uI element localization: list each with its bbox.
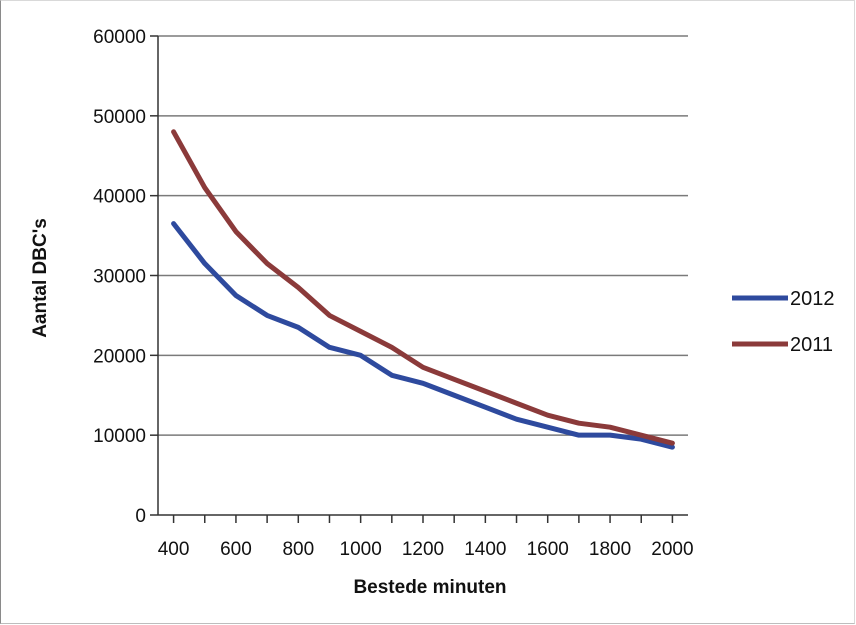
- y-tick-label: 0: [135, 506, 146, 527]
- data-point-2012: [203, 262, 207, 266]
- data-point-2011: [546, 413, 550, 417]
- data-point-2011: [515, 401, 519, 405]
- x-tick-label: 1400: [464, 539, 506, 560]
- legend-label-2011: 2011: [790, 334, 833, 356]
- data-point-2011: [452, 377, 456, 381]
- data-point-2012: [515, 417, 519, 421]
- data-point-2012: [670, 445, 674, 449]
- series-line-2012: [171, 221, 675, 450]
- y-tick-label: 50000: [93, 107, 146, 128]
- y-tick-label: 60000: [93, 27, 146, 48]
- y-tick-label: 40000: [93, 187, 146, 208]
- data-point-2011: [327, 313, 331, 317]
- data-point-2011: [390, 345, 394, 349]
- x-tick-label: 1600: [527, 539, 569, 560]
- y-tick-labels: 0 10000 20000 30000 40000 50000 60000: [93, 27, 146, 527]
- series-line-2011: [171, 129, 675, 446]
- x-tick-label: 1000: [340, 539, 382, 560]
- y-tick-label: 30000: [93, 267, 146, 288]
- data-point-2012: [265, 313, 269, 317]
- data-point-2012: [234, 293, 238, 297]
- x-tick-label: 2000: [651, 539, 693, 560]
- data-point-2011: [639, 433, 643, 437]
- data-point-2011: [577, 421, 581, 425]
- y-tick-label: 10000: [93, 426, 146, 447]
- data-point-2011: [296, 285, 300, 289]
- data-point-2012: [483, 405, 487, 409]
- data-point-2012: [172, 222, 176, 226]
- data-point-2011: [483, 389, 487, 393]
- data-point-2012: [390, 373, 394, 377]
- x-tick-labels: 400 600 800 1000 1200 1400 1600 1800 2000: [158, 539, 694, 560]
- data-point-2011: [234, 230, 238, 234]
- x-tick-label: 600: [220, 539, 252, 560]
- legend: 2012 2011: [732, 288, 835, 356]
- legend-label-2012: 2012: [790, 288, 835, 310]
- data-point-2012: [327, 345, 331, 349]
- x-axis-title: Bestede minuten: [353, 577, 506, 598]
- data-point-2011: [608, 425, 612, 429]
- data-point-2011: [172, 130, 176, 134]
- x-tick-label: 1200: [402, 539, 444, 560]
- y-tick-label: 20000: [93, 346, 146, 367]
- data-point-2011: [265, 262, 269, 266]
- x-tick-label: 1800: [589, 539, 631, 560]
- data-point-2011: [203, 186, 207, 190]
- axes: [150, 35, 688, 523]
- x-tick-label: 400: [158, 539, 190, 560]
- data-point-2012: [639, 437, 643, 441]
- data-point-2012: [546, 425, 550, 429]
- data-point-2012: [452, 393, 456, 397]
- y-axis-title: Aantal DBC's: [30, 218, 51, 338]
- data-point-2011: [670, 441, 674, 445]
- data-point-2012: [359, 353, 363, 357]
- data-point-2012: [421, 381, 425, 385]
- data-point-2012: [296, 325, 300, 329]
- data-point-2011: [359, 329, 363, 333]
- x-tick-label: 800: [282, 539, 314, 560]
- data-point-2012: [577, 433, 581, 437]
- series-lines: [171, 129, 675, 450]
- data-point-2011: [421, 365, 425, 369]
- data-point-2012: [608, 433, 612, 437]
